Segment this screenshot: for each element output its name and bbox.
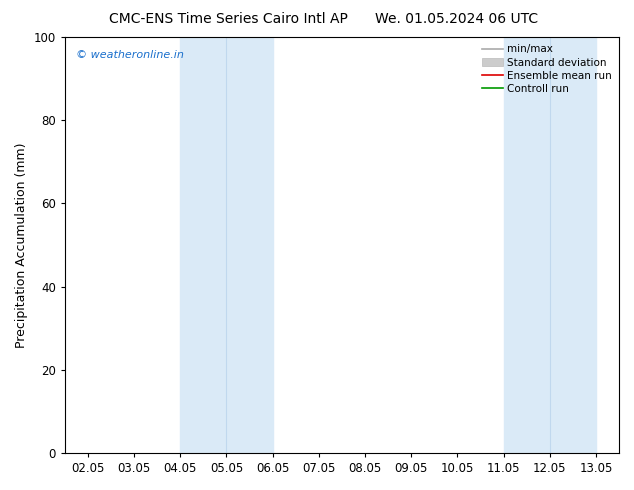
- Legend: min/max, Standard deviation, Ensemble mean run, Controll run: min/max, Standard deviation, Ensemble me…: [480, 42, 614, 96]
- Bar: [503, 37, 596, 453]
- Bar: [180, 37, 273, 453]
- Y-axis label: Precipitation Accumulation (mm): Precipitation Accumulation (mm): [15, 142, 28, 348]
- Text: CMC-ENS Time Series Cairo Intl AP: CMC-ENS Time Series Cairo Intl AP: [109, 12, 347, 26]
- Text: © weatheronline.in: © weatheronline.in: [76, 49, 184, 60]
- Text: We. 01.05.2024 06 UTC: We. 01.05.2024 06 UTC: [375, 12, 538, 26]
